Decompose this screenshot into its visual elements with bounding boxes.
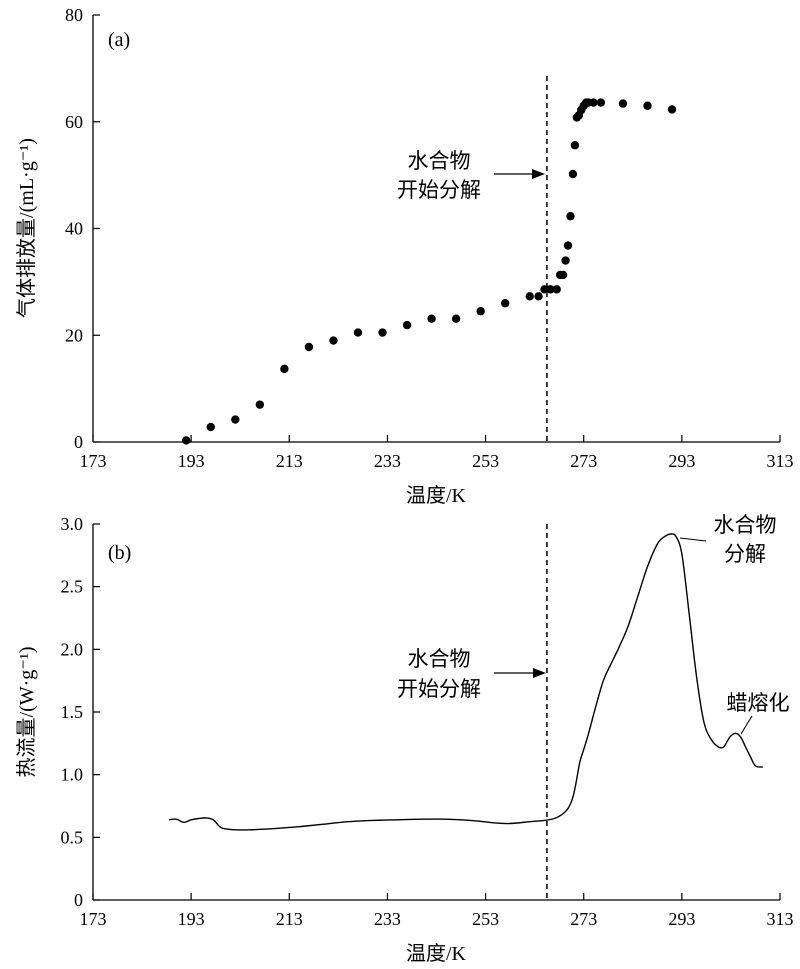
panel-b-x-tick-label: 173 (80, 909, 107, 929)
panel-a-x-tick-label: 213 (276, 451, 303, 471)
panel-b-y-tick-label: 1.0 (61, 765, 84, 785)
panel-b-onset-label-line2: 开始分解 (397, 677, 481, 701)
panel-a-y-tick-label: 0 (74, 432, 83, 452)
panel-a-y-tick-label: 40 (65, 219, 83, 239)
data-point (378, 328, 387, 337)
data-point (546, 285, 555, 294)
panel-b-x-tick-label: 233 (374, 909, 401, 929)
panel-b-y-tick-label: 2.0 (61, 639, 84, 659)
panel-b-y-ticks: 0 0.5 1.0 1.5 2.0 2.5 3.0 (61, 514, 100, 910)
panel-b-x-tick-label: 273 (570, 909, 597, 929)
data-point (402, 320, 412, 330)
panel-a-x-tick-label: 253 (472, 451, 499, 471)
panel-b-peak-leader (679, 537, 707, 542)
data-point (618, 99, 628, 108)
panel-a-x-tick-label: 173 (80, 451, 107, 471)
data-point (206, 422, 215, 432)
data-point (540, 285, 549, 294)
panel-a-y-label: 气体排放量/(mL·g⁻¹) (15, 138, 38, 318)
panel-a-onset-arrowhead (532, 169, 545, 179)
data-point (552, 285, 561, 294)
data-point (255, 400, 265, 409)
panel-a-onset-annotation: 水合物 开始分解 (397, 149, 545, 202)
panel-a-onset-label-line2: 开始分解 (397, 178, 481, 202)
panel-b-y-tick-label: 0.5 (61, 827, 84, 847)
panel-a-y-tick-label: 80 (65, 5, 83, 25)
data-point (280, 364, 289, 374)
panel-b-y-tick-label: 0 (74, 890, 83, 910)
panel-a-x-tick-label: 273 (570, 451, 597, 471)
panel-a-tag: (a) (108, 29, 130, 51)
panel-b-heat-flow-curve (169, 533, 763, 831)
panel-b-y-label: 热流量/(W·g⁻¹) (15, 647, 38, 778)
panel-a-x-tick-label: 193 (178, 451, 205, 471)
data-point (329, 336, 338, 345)
panel-b-x-tick-label: 193 (178, 909, 205, 929)
panel-b-wax-annotation: 蜡熔化 (727, 691, 790, 735)
data-point (476, 307, 485, 316)
panel-a-y-tick-label: 60 (65, 112, 83, 132)
panel-b-x-tick-label: 293 (668, 909, 695, 929)
panel-a-y-ticks: 0 20 40 60 80 (65, 5, 100, 452)
data-point (534, 292, 543, 301)
panel-b-wax-leader (740, 715, 753, 735)
data-point (570, 141, 580, 150)
panel-b-onset-label-line1: 水合物 (408, 647, 471, 671)
data-point (304, 342, 314, 352)
panel-b-tag: (b) (108, 542, 131, 564)
panel-b-peak-annotation: 水合物 分解 (679, 513, 777, 566)
panel-b-x-tick-label: 213 (276, 909, 303, 929)
panel-b-peak-label-line1: 水合物 (714, 513, 777, 537)
panel-b-wax-label: 蜡熔化 (727, 691, 790, 715)
panel-b-x-ticks: 173 193 213 233 253 273 293 313 (80, 893, 794, 929)
data-point (501, 299, 510, 308)
data-point (558, 270, 568, 280)
data-point (231, 415, 240, 424)
panel-a-data-points (182, 98, 677, 445)
panel-b-y-tick-label: 1.5 (61, 702, 84, 722)
panel-b-x-label: 温度/K (406, 942, 467, 965)
data-point (451, 314, 461, 323)
data-point (589, 98, 598, 107)
panel-a-onset-label-line1: 水合物 (408, 149, 471, 173)
data-point (566, 212, 575, 221)
data-point (525, 292, 534, 301)
panel-a-x-tick-label: 313 (767, 451, 794, 471)
data-point (596, 98, 606, 107)
panel-a-x-tick-label: 293 (668, 451, 695, 471)
data-point (568, 169, 578, 179)
panel-b-y-tick-label: 2.5 (61, 577, 84, 597)
panel-b-x-tick-label: 253 (472, 909, 499, 929)
panel-a-x-label: 温度/K (406, 484, 467, 507)
data-point (427, 314, 436, 323)
data-point (353, 328, 363, 337)
panel-b-onset-arrowhead (533, 668, 546, 678)
data-point (182, 436, 191, 445)
panel-b-y-tick-label: 3.0 (61, 514, 84, 534)
data-point (667, 105, 677, 114)
panel-a: 173 193 213 233 253 273 293 313 0 20 40 60 80 (a) 温… (15, 5, 794, 507)
data-point (563, 241, 573, 250)
panel-b-x-tick-label: 313 (767, 909, 794, 929)
panel-b-onset-annotation: 水合物 开始分解 (397, 647, 546, 701)
panel-b-peak-label-line2: 分解 (724, 542, 766, 566)
panel-b: 173 193 213 233 253 273 293 313 0 0.5 1.0 1.5 2.0 2.… (15, 513, 794, 965)
data-point (643, 101, 652, 110)
panel-a-x-tick-label: 233 (374, 451, 401, 471)
data-point (561, 256, 570, 265)
panel-a-x-ticks: 173 193 213 233 253 273 293 313 (80, 435, 794, 471)
panel-a-y-tick-label: 20 (65, 325, 83, 345)
